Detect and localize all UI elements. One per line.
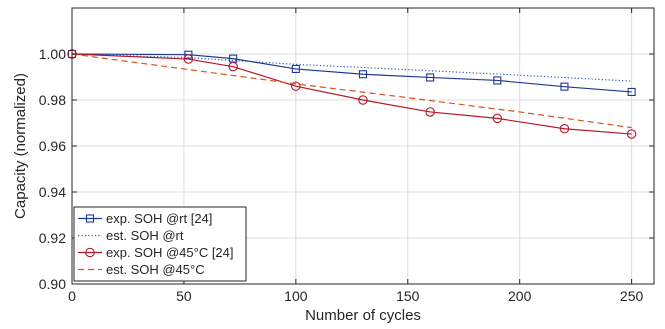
x-axis-label: Number of cycles xyxy=(305,307,421,324)
y-tick-label: 0.90 xyxy=(39,276,66,292)
x-tick-label: 250 xyxy=(620,288,644,304)
x-tick-label: 0 xyxy=(68,288,76,304)
legend-marker xyxy=(85,247,95,258)
legend-item: exp. SOH @rt [24] xyxy=(78,211,212,226)
data-point xyxy=(291,81,301,91)
y-tick-label: 1.00 xyxy=(39,46,66,62)
series-line xyxy=(71,53,632,135)
x-tick-label: 50 xyxy=(176,288,192,304)
data-point xyxy=(291,64,300,73)
series-line xyxy=(71,53,632,93)
data-point xyxy=(358,95,368,105)
legend-item: est. SOH @rt xyxy=(78,228,184,243)
data-point xyxy=(627,87,636,96)
legend-label: est. SOH @rt xyxy=(106,228,184,243)
data-point xyxy=(228,61,238,72)
series-3 xyxy=(71,53,632,129)
data-point xyxy=(560,82,569,91)
data-point xyxy=(358,70,368,79)
x-tick-label: 150 xyxy=(396,288,420,304)
x-tick-label: 100 xyxy=(284,288,308,304)
data-point xyxy=(425,107,435,117)
series-group xyxy=(67,49,637,139)
y-tick-label: 0.92 xyxy=(39,230,66,246)
legend-item: est. SOH @45°C xyxy=(78,262,205,277)
data-point xyxy=(559,124,570,134)
legend-item: exp. SOH @45°C [24] xyxy=(78,245,234,260)
data-point xyxy=(492,113,503,124)
data-point xyxy=(493,76,502,85)
data-point xyxy=(626,129,637,139)
data-point xyxy=(426,73,435,82)
x-tick-label: 200 xyxy=(508,288,532,304)
axis-ticks: 0 50 100 150 200 250 0.90 0.92 0.94 0.96 0.98 1.00 xyxy=(39,8,654,304)
y-tick-label: 0.96 xyxy=(39,138,66,154)
series-1 xyxy=(71,53,632,82)
series-line xyxy=(71,53,632,82)
legend: exp. SOH @rt [24] est. SOH @rt exp. SOH @4… xyxy=(73,206,247,282)
series-2 xyxy=(67,49,637,139)
y-tick-label: 0.98 xyxy=(39,92,66,108)
series-line xyxy=(71,53,632,129)
legend-marker xyxy=(85,214,95,223)
data-point xyxy=(183,54,194,64)
y-axis-label: Capacity (normalized) xyxy=(12,73,29,219)
legend-label: exp. SOH @rt [24] xyxy=(106,211,212,226)
legend-box xyxy=(73,206,247,282)
y-tick-label: 0.94 xyxy=(39,184,66,200)
legend-label: est. SOH @45°C xyxy=(106,262,205,277)
legend-label: exp. SOH @45°C [24] xyxy=(106,245,234,260)
